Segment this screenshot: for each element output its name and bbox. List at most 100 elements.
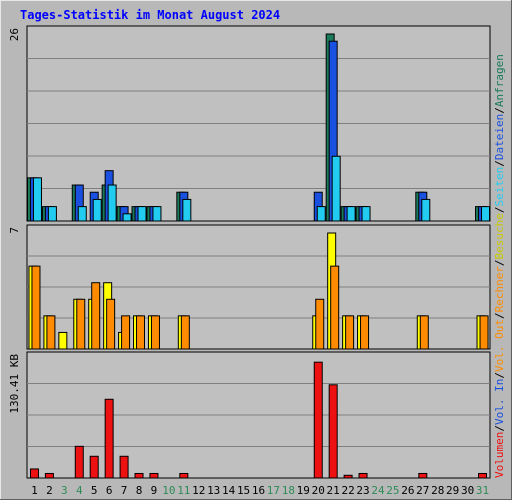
panels-group: 26 7 130.41 KB — [8, 25, 491, 479]
legend-besuche: Besuche — [493, 213, 506, 259]
x-tick-label-day-15: 15 — [237, 484, 250, 497]
legend-separator: / — [493, 160, 506, 167]
legend-seiten: Seiten — [493, 167, 506, 207]
x-tick-label-day-12: 12 — [192, 484, 205, 497]
right-legend-text: Volumen/Vol. In/Vol. Out/Rechner/Besuche… — [493, 54, 506, 478]
x-tick-label-day-29: 29 — [446, 484, 459, 497]
bar-visits-rechner-day-20 — [315, 298, 325, 350]
bar-visits-rechner-day-11 — [180, 315, 190, 350]
x-tick-label-day-4: 4 — [76, 484, 83, 497]
x-tick-label-day-27: 27 — [416, 484, 429, 497]
x-axis-labels: 1 2 3 4 5 6 7 8 9 10 11 12 13 14 15 16 17 18 19 20 21 22 23 24 2… — [31, 484, 489, 497]
bar-volume-volumen-day-20 — [313, 361, 323, 479]
x-tick-label-day-26: 26 — [401, 484, 414, 497]
legend-separator: / — [493, 425, 506, 432]
x-tick-label-day-11: 11 — [177, 484, 190, 497]
bar-hits-seiten-day-6 — [107, 184, 117, 222]
x-tick-label-day-9: 9 — [151, 484, 158, 497]
legend-separator: / — [493, 206, 506, 213]
legend-anfragen: Anfragen — [493, 54, 506, 107]
bar-visits-rechner-day-1 — [31, 265, 41, 350]
right-legend: Volumen/Vol. In/Vol. Out/Rechner/Besuche… — [493, 54, 506, 478]
bar-visits-rechner-day-2 — [46, 315, 56, 350]
bar-volume-volumen-day-11 — [179, 472, 189, 479]
bar-visits-rechner-day-22 — [345, 315, 355, 350]
x-tick-label-day-30: 30 — [461, 484, 474, 497]
bar-hits-seiten-day-1 — [32, 177, 42, 222]
bar-volume-volumen-day-7 — [119, 455, 129, 479]
legend-separator: / — [493, 372, 506, 379]
x-tick-label-day-16: 16 — [252, 484, 265, 497]
bar-volume-volumen-day-8 — [134, 472, 144, 479]
bar-hits-seiten-day-4 — [77, 206, 87, 222]
bar-hits-seiten-day-22 — [346, 206, 356, 222]
legend-dateien: Dateien — [493, 114, 506, 160]
bar-volume-volumen-day-5 — [89, 455, 99, 479]
bar-visits-besuche-day-3 — [58, 331, 68, 350]
bar-visits-rechner-day-31 — [479, 315, 489, 350]
x-tick-label-day-3: 3 — [61, 484, 68, 497]
x-tick-label-day-13: 13 — [207, 484, 220, 497]
x-tick-label-day-18: 18 — [282, 484, 295, 497]
bar-volume-volumen-day-21 — [328, 384, 338, 479]
x-tick-label-day-8: 8 — [136, 484, 143, 497]
x-tick-label-day-2: 2 — [46, 484, 53, 497]
bar-volume-volumen-day-22 — [343, 474, 353, 479]
bar-volume-volumen-day-9 — [149, 472, 159, 479]
x-tick-label-day-31: 31 — [476, 484, 489, 497]
x-tick-label-day-23: 23 — [356, 484, 369, 497]
x-tick-label-day-24: 24 — [371, 484, 385, 497]
bar-visits-rechner-day-27 — [419, 315, 429, 350]
bar-volume-volumen-day-27 — [418, 472, 428, 479]
bar-visits-rechner-day-5 — [91, 282, 101, 350]
x-tick-label-day-5: 5 — [91, 484, 98, 497]
panel-hits-axis-max-label: 26 — [8, 28, 21, 41]
legend-separator: / — [493, 312, 506, 319]
legend-volumen: Volumen — [493, 432, 506, 478]
x-tick-label-day-25: 25 — [386, 484, 399, 497]
bar-visits-rechner-day-23 — [360, 315, 370, 350]
legend-vol-out: Vol. Out — [493, 319, 506, 372]
bar-hits-seiten-day-31 — [481, 206, 491, 222]
chart-title: Tages-Statistik im Monat August 2024 — [20, 8, 280, 22]
bar-hits-seiten-day-7 — [122, 213, 132, 222]
bar-hits-seiten-day-23 — [361, 206, 371, 222]
bar-hits-seiten-day-21 — [331, 155, 341, 222]
panel-visits-axis-max-label: 7 — [8, 227, 21, 234]
bar-visits-rechner-day-21 — [330, 265, 340, 350]
bar-visits-rechner-day-8 — [136, 315, 146, 350]
bar-volume-volumen-day-6 — [104, 398, 114, 479]
legend-separator: / — [493, 107, 506, 114]
panel-hits: 26 — [8, 25, 491, 222]
x-tick-label-day-14: 14 — [222, 484, 236, 497]
x-tick-label-day-7: 7 — [121, 484, 128, 497]
bar-hits-seiten-day-9 — [152, 206, 162, 222]
bar-visits-rechner-day-6 — [106, 298, 116, 350]
bar-volume-volumen-day-1 — [29, 468, 39, 479]
bar-visits-rechner-day-7 — [121, 315, 131, 350]
x-tick-label-day-21: 21 — [327, 484, 340, 497]
bar-volume-volumen-day-31 — [478, 472, 488, 479]
bar-hits-seiten-day-27 — [421, 198, 431, 222]
bar-hits-seiten-day-11 — [182, 198, 192, 222]
bar-visits-rechner-day-9 — [150, 315, 160, 350]
legend-separator: / — [493, 259, 506, 266]
bar-hits-seiten-day-8 — [137, 206, 147, 222]
bar-hits-seiten-day-2 — [47, 206, 57, 222]
bar-volume-volumen-day-23 — [358, 472, 368, 479]
x-tick-label-day-20: 20 — [312, 484, 325, 497]
panel-volume-axis-max-label: 130.41 KB — [8, 354, 21, 414]
bar-hits-seiten-day-20 — [316, 206, 326, 222]
x-tick-label-day-1: 1 — [31, 484, 38, 497]
x-tick-label-day-28: 28 — [431, 484, 444, 497]
bar-hits-seiten-day-5 — [92, 198, 102, 222]
x-tick-label-day-10: 10 — [162, 484, 175, 497]
bar-volume-volumen-day-4 — [74, 445, 84, 479]
bar-volume-volumen-day-2 — [44, 472, 54, 479]
x-tick-label-day-6: 6 — [106, 484, 113, 497]
panel-visits: 7 — [8, 224, 491, 350]
bar-visits-rechner-day-4 — [76, 298, 86, 350]
legend-vol-in: Vol. In — [493, 379, 506, 425]
